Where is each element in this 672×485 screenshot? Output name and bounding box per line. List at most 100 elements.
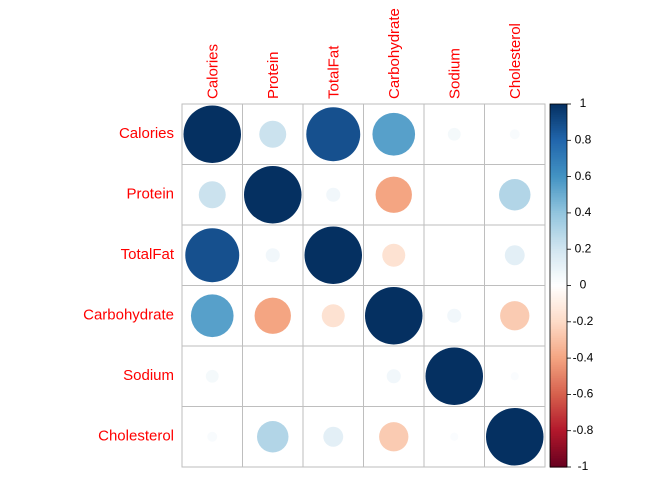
correlation-circle	[326, 187, 341, 202]
colorbar-segment	[550, 107, 567, 111]
correlation-circle	[386, 369, 401, 384]
correlation-circle	[254, 297, 291, 334]
colorbar-segment	[550, 225, 567, 229]
colorbar-segment	[550, 240, 567, 243]
colorbar-segment	[550, 358, 567, 361]
colorbar-segment	[550, 338, 567, 341]
colorbar-segment	[550, 109, 567, 112]
colorbar-segment	[550, 111, 567, 114]
correlation-circle	[450, 432, 459, 441]
colorbar-segment	[550, 336, 567, 339]
colorbar-segment	[550, 140, 567, 143]
colorbar-segment	[550, 381, 567, 385]
colorbar-segment	[550, 445, 567, 448]
colorbar-segment	[550, 363, 567, 366]
colorbar-segment	[550, 350, 567, 354]
colorbar-segment	[550, 113, 567, 116]
colorbar-segment	[550, 118, 567, 121]
colorbar-segment	[550, 383, 567, 386]
colorbar-segment	[550, 417, 567, 421]
colorbar-segment	[550, 419, 567, 423]
colorbar-tick-label: -0.2	[573, 314, 594, 328]
correlation-circle	[185, 228, 240, 283]
row-label: Protein	[126, 186, 174, 203]
colorbar-segment	[550, 127, 567, 131]
colorbar-segment	[550, 316, 567, 319]
colorbar-segment	[550, 421, 567, 425]
colorbar-segment	[550, 387, 567, 390]
colorbar-segment	[550, 227, 567, 230]
colorbar-segment	[550, 330, 567, 334]
correlation-circle	[365, 287, 423, 345]
colorbar-segment	[550, 412, 567, 415]
colorbar-tick-label: 0.2	[575, 241, 592, 255]
correlation-circle	[504, 245, 525, 266]
colorbar-segment	[550, 196, 567, 199]
colorbar-segment	[550, 169, 567, 172]
colorbar-segment	[550, 403, 567, 406]
colorbar-segment	[550, 180, 567, 183]
colorbar-segment	[550, 258, 567, 261]
colorbar-segment	[550, 370, 567, 374]
colorbar-segment	[550, 216, 567, 219]
colorbar-segment	[550, 260, 567, 263]
grid-cell	[423, 164, 485, 226]
colorbar-segment	[550, 408, 567, 412]
colorbar-segment	[550, 452, 567, 455]
correlation-circle	[382, 243, 406, 267]
colorbar-segment	[550, 194, 567, 198]
colorbar-segment	[550, 392, 567, 395]
correlation-circle	[486, 408, 544, 466]
colorbar-segment	[550, 294, 567, 297]
colorbar-segment	[550, 447, 567, 450]
colorbar-segment	[550, 356, 567, 359]
grid-cell	[484, 285, 546, 347]
colorbar-segment	[550, 309, 567, 312]
correlation-circle	[306, 107, 361, 162]
colorbar-segment	[550, 151, 567, 154]
column-label: Cholesterol	[507, 23, 524, 99]
colorbar-tick-label: 1	[580, 96, 587, 110]
colorbar-segment	[550, 407, 567, 410]
colorbar-segment	[550, 305, 567, 308]
colorbar-tick-label: 0.8	[575, 132, 592, 146]
correlation-circle	[265, 248, 280, 263]
colorbar-segment	[550, 280, 567, 283]
colorbar-segment	[550, 187, 567, 190]
row-label: TotalFat	[121, 246, 175, 263]
colorbar-segment	[550, 430, 567, 434]
colorbar-segment	[550, 448, 567, 452]
colorbar-segment	[550, 221, 567, 225]
colorbar-segment	[550, 205, 567, 209]
correlation-circle	[323, 426, 344, 447]
colorbar-segment	[550, 301, 567, 305]
correlation-circle	[425, 347, 483, 405]
colorbar-segment	[550, 116, 567, 120]
colorbar-segment	[550, 278, 567, 281]
colorbar-segment	[550, 176, 567, 180]
colorbar-segment	[550, 314, 567, 317]
colorbar-segment	[550, 231, 567, 234]
colorbar-segment	[550, 269, 567, 272]
colorbar-segment	[550, 167, 567, 170]
colorbar-segment	[550, 133, 567, 136]
column-label: Protein	[265, 51, 282, 99]
colorbar-segment	[550, 423, 567, 426]
colorbar-segment	[550, 145, 567, 149]
colorbar-segment	[550, 183, 567, 187]
colorbar-segment	[550, 347, 567, 350]
colorbar-segment	[550, 134, 567, 138]
colorbar-segment	[550, 265, 567, 268]
colorbar-segment	[550, 439, 567, 443]
column-label: Carbohydrate	[386, 8, 403, 99]
colorbar-segment	[550, 207, 567, 210]
colorbar-segment	[550, 261, 567, 265]
colorbar-segment	[550, 185, 567, 189]
colorbar-segment	[550, 390, 567, 394]
colorbar-segment	[550, 174, 567, 178]
colorbar-segment	[550, 165, 567, 169]
colorbar-segment	[550, 153, 567, 156]
row-label: Calories	[119, 125, 174, 142]
colorbar-segment	[550, 123, 567, 127]
colorbar-segment	[550, 388, 567, 392]
